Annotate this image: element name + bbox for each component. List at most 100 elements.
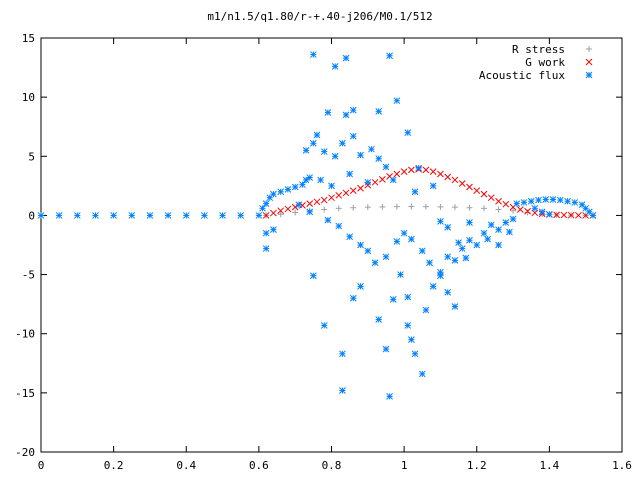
series-r-stress bbox=[263, 203, 596, 219]
data-point bbox=[292, 209, 299, 216]
data-point bbox=[451, 303, 459, 310]
data-point bbox=[324, 216, 332, 224]
data-point bbox=[404, 322, 412, 329]
data-point bbox=[349, 187, 357, 194]
data-point bbox=[516, 206, 524, 213]
x-tick-label: 0.2 bbox=[104, 459, 124, 472]
data-point bbox=[437, 170, 444, 178]
data-point bbox=[259, 204, 266, 212]
data-point bbox=[408, 166, 415, 174]
chart-title: m1/n1.5/q1.80/r-+.40-j206/M0.1/512 bbox=[207, 10, 432, 23]
data-point bbox=[357, 151, 364, 159]
data-point bbox=[306, 174, 314, 181]
data-point bbox=[55, 212, 63, 219]
x-tick-label: 0.4 bbox=[176, 459, 196, 472]
data-point bbox=[560, 211, 568, 219]
data-point bbox=[164, 212, 172, 219]
data-point bbox=[556, 196, 564, 204]
x-tick-label: 1.2 bbox=[467, 459, 487, 472]
data-point bbox=[404, 129, 412, 136]
data-point bbox=[331, 63, 339, 70]
data-point bbox=[339, 387, 346, 394]
data-point bbox=[357, 184, 364, 192]
legend-label: G work bbox=[525, 56, 565, 69]
data-point bbox=[509, 215, 517, 223]
data-point bbox=[349, 132, 357, 140]
data-point bbox=[487, 194, 495, 202]
data-point bbox=[487, 221, 495, 229]
x-tick-label: 0.6 bbox=[249, 459, 269, 472]
x-tick-label: 1.4 bbox=[539, 459, 559, 472]
data-point bbox=[389, 176, 397, 184]
data-point bbox=[418, 370, 426, 378]
data-point bbox=[589, 212, 597, 219]
x-tick-label: 1.6 bbox=[612, 459, 632, 472]
data-point bbox=[495, 226, 502, 233]
data-point bbox=[389, 296, 397, 303]
data-point bbox=[444, 173, 452, 181]
data-point bbox=[182, 212, 190, 219]
data-point bbox=[444, 253, 452, 261]
data-point bbox=[313, 131, 321, 139]
data-point bbox=[458, 180, 466, 187]
data-point bbox=[513, 200, 521, 207]
x-tick-label: 1 bbox=[401, 459, 408, 472]
x-tick-label: 0 bbox=[38, 459, 45, 472]
data-point bbox=[408, 203, 415, 210]
data-point bbox=[339, 350, 346, 358]
legend-marker bbox=[586, 46, 592, 52]
data-point bbox=[535, 196, 542, 204]
data-point bbox=[451, 257, 459, 264]
data-point bbox=[320, 196, 328, 204]
data-point bbox=[462, 254, 470, 262]
data-point bbox=[426, 259, 433, 267]
data-point bbox=[546, 210, 553, 218]
data-point bbox=[335, 191, 343, 199]
y-tick-label: 0 bbox=[28, 209, 35, 222]
data-point bbox=[422, 203, 429, 210]
data-point bbox=[255, 212, 263, 219]
data-point bbox=[364, 178, 372, 186]
data-point bbox=[378, 175, 386, 183]
legend-label: R stress bbox=[512, 43, 565, 56]
data-point bbox=[364, 247, 372, 255]
data-point bbox=[92, 212, 99, 219]
data-point bbox=[510, 207, 517, 214]
data-point bbox=[382, 345, 390, 353]
data-point bbox=[331, 152, 339, 160]
data-point bbox=[321, 206, 328, 213]
legend-label: Acoustic flux bbox=[479, 69, 565, 82]
data-point bbox=[284, 205, 292, 213]
data-point bbox=[37, 212, 45, 219]
data-point bbox=[320, 322, 328, 329]
data-point bbox=[408, 336, 415, 343]
data-point bbox=[382, 163, 390, 171]
data-point bbox=[415, 164, 423, 172]
data-point bbox=[309, 272, 317, 280]
data-point bbox=[411, 350, 419, 358]
data-point bbox=[473, 187, 481, 194]
data-point bbox=[270, 190, 277, 198]
chart-marks bbox=[37, 51, 597, 400]
data-point bbox=[418, 247, 426, 255]
data-point bbox=[219, 212, 226, 219]
data-point bbox=[306, 200, 314, 207]
data-point bbox=[375, 107, 383, 115]
data-point bbox=[342, 189, 350, 197]
series-g-work bbox=[262, 165, 597, 219]
data-point bbox=[350, 204, 357, 211]
data-point bbox=[473, 241, 481, 249]
data-point bbox=[495, 206, 502, 213]
y-tick-label: -15 bbox=[15, 387, 35, 400]
data-point bbox=[320, 148, 328, 155]
data-point bbox=[524, 209, 531, 216]
data-point bbox=[237, 212, 245, 219]
data-point bbox=[408, 235, 415, 243]
data-point bbox=[397, 271, 404, 278]
data-point bbox=[339, 139, 346, 147]
series-acoustic-flux bbox=[37, 51, 597, 400]
y-tick-label: -20 bbox=[15, 446, 35, 459]
data-point bbox=[422, 166, 430, 174]
